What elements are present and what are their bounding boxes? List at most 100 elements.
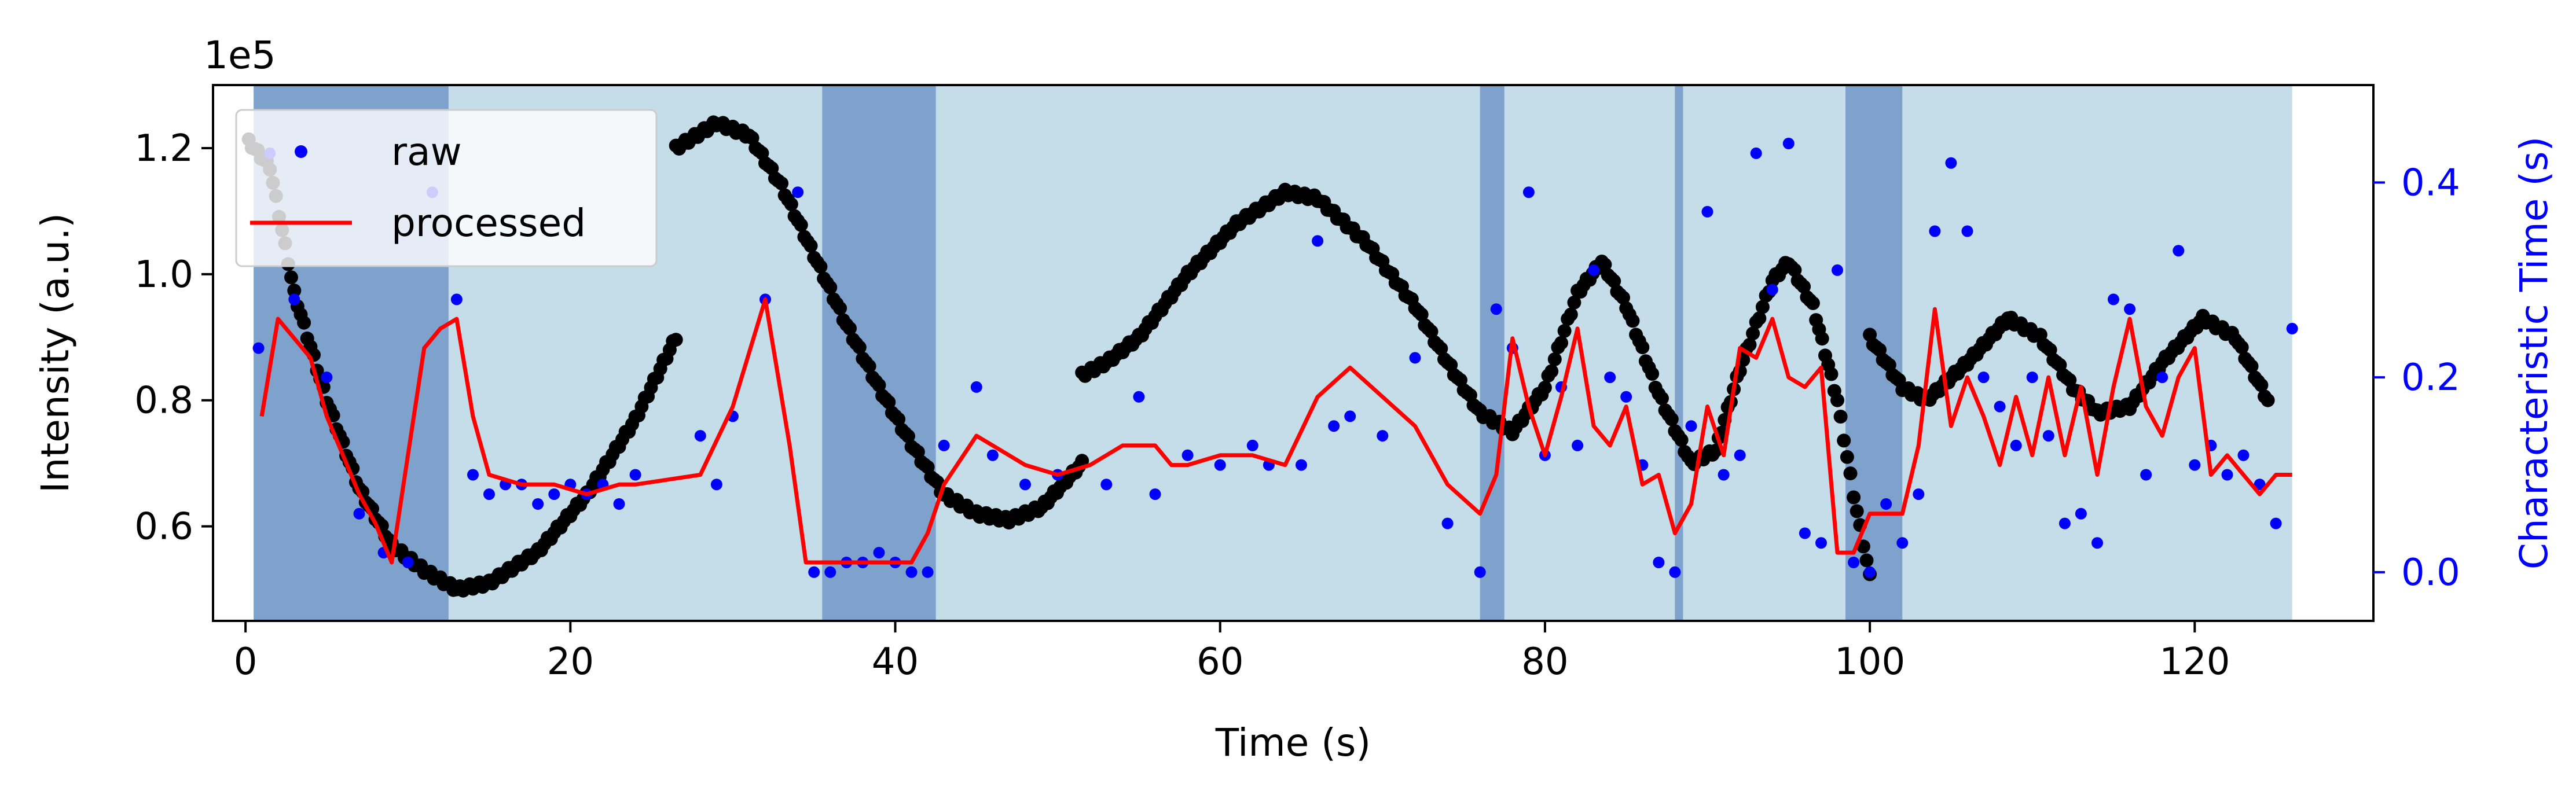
raw-point <box>2026 371 2038 384</box>
highlight-band-2 <box>1480 85 1504 621</box>
legend-raw-label: raw <box>391 130 462 174</box>
intensity-point <box>1742 337 1757 352</box>
raw-point <box>1490 303 1502 315</box>
raw-point <box>1133 391 1145 403</box>
y-axis-label: Intensity (a.u.) <box>33 213 78 493</box>
raw-point <box>986 449 999 461</box>
x-tick-label: 80 <box>1521 641 1568 683</box>
raw-point <box>613 498 625 510</box>
raw-point <box>2010 439 2022 451</box>
raw-point <box>1149 488 1161 501</box>
raw-point <box>288 293 300 306</box>
intensity-point <box>1847 490 1861 505</box>
y2-axis-label: Characteristic Time (s) <box>2512 137 2556 569</box>
legend-box <box>235 109 658 267</box>
raw-point <box>2091 537 2103 549</box>
raw-point <box>1588 264 1600 276</box>
raw-point <box>1328 420 1340 432</box>
intensity-point <box>1840 450 1854 464</box>
raw-point <box>450 293 463 306</box>
raw-point <box>1181 449 1194 461</box>
raw-point <box>532 498 544 510</box>
intensity-point <box>1655 391 1669 406</box>
raw-point <box>1896 537 1909 549</box>
y-tick-label: 0.6 <box>134 506 193 549</box>
intensity-point <box>1824 367 1839 381</box>
intensity-point <box>891 412 906 426</box>
raw-point <box>1815 537 1827 549</box>
intensity-point <box>1557 323 1572 338</box>
raw-point <box>710 479 722 491</box>
y-tick-label: 0.8 <box>134 380 193 422</box>
raw-point <box>1766 284 1778 296</box>
raw-point <box>905 566 918 578</box>
raw-point <box>1409 352 1421 364</box>
intensity-point <box>1788 263 1802 277</box>
legend-processed-label: processed <box>391 201 586 245</box>
raw-point <box>1522 186 1535 198</box>
intensity-point <box>1564 307 1578 322</box>
raw-point <box>2058 517 2071 529</box>
intensity-point <box>2234 340 2249 355</box>
raw-point <box>2286 322 2298 334</box>
raw-point <box>1913 488 1925 501</box>
raw-point <box>1994 400 2006 413</box>
raw-point <box>467 469 479 481</box>
intensity-point <box>862 359 876 373</box>
raw-point <box>1344 410 1356 422</box>
intensity-point <box>852 340 867 355</box>
raw-point <box>1734 449 1746 461</box>
raw-point <box>1474 566 1486 578</box>
raw-point <box>1019 479 1031 491</box>
raw-point <box>1604 371 1616 384</box>
intensity-point <box>813 259 828 274</box>
intensity-point <box>1607 274 1621 288</box>
raw-point <box>1685 420 1697 432</box>
intensity-point <box>1755 300 1770 314</box>
raw-point <box>1572 439 1584 451</box>
processed-layer <box>259 297 2292 565</box>
intensity-point <box>284 270 298 285</box>
intensity-point <box>1830 393 1844 407</box>
raw-point <box>1620 391 1632 403</box>
intensity-point <box>901 429 915 443</box>
raw-point <box>1782 138 1795 149</box>
intensity-point <box>1815 332 1829 346</box>
raw-point <box>252 342 265 354</box>
intensity-point <box>775 176 789 190</box>
intensity-point <box>833 301 847 315</box>
raw-point <box>1880 498 1892 510</box>
raw-point <box>792 186 804 198</box>
raw-point <box>1929 225 1941 237</box>
raw-point <box>629 469 641 481</box>
highlight-band-1 <box>822 85 936 621</box>
raw-point <box>1296 459 1307 471</box>
raw-point <box>2270 517 2282 529</box>
legend: raw processed <box>235 109 658 267</box>
intensity-point <box>1635 340 1650 355</box>
raw-point <box>922 566 934 578</box>
intensity-point <box>1674 433 1689 447</box>
raw-point <box>1246 439 1258 451</box>
raw-point <box>1864 566 1876 578</box>
intensity-point <box>1544 364 1559 378</box>
x-tick-label: 120 <box>2159 641 2230 683</box>
raw-point <box>873 547 885 559</box>
raw-point <box>2075 507 2087 520</box>
x-tick-label: 20 <box>547 641 594 683</box>
raw-point <box>694 430 706 442</box>
raw-point <box>2124 303 2136 315</box>
raw-point <box>483 488 495 501</box>
intensity-point <box>1598 257 1612 272</box>
x-tick-label: 0 <box>234 641 258 683</box>
intensity-point <box>297 315 311 330</box>
intensity-point <box>1837 433 1851 448</box>
intensity-point <box>1843 466 1858 481</box>
raw-point <box>1653 557 1665 568</box>
intensity-point <box>1567 295 1581 310</box>
plot-frame <box>212 84 2375 622</box>
intensity-point <box>1554 336 1568 350</box>
intensity-point <box>1547 352 1562 366</box>
raw-point <box>824 566 836 578</box>
y-tick-label: 1.0 <box>134 253 193 296</box>
